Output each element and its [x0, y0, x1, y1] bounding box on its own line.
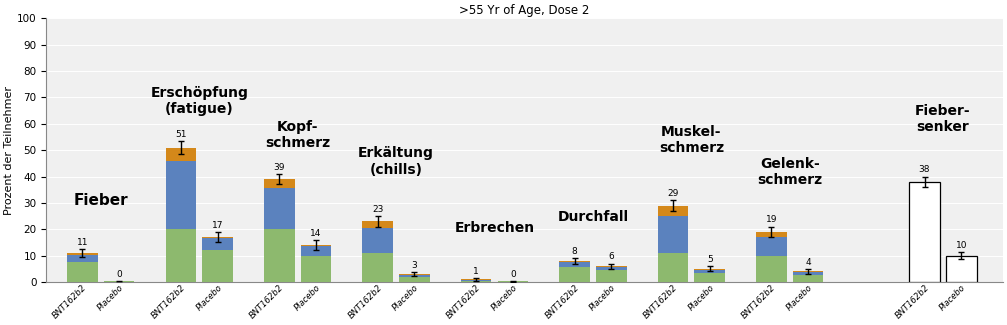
Text: Kopf-
schmerz: Kopf- schmerz	[265, 120, 330, 150]
Bar	[946, 255, 977, 282]
Bar	[756, 232, 786, 237]
Text: Gelenk-
schmerz: Gelenk- schmerz	[757, 157, 823, 187]
Text: Durchfall: Durchfall	[557, 210, 628, 224]
Bar	[793, 272, 824, 275]
Bar	[363, 253, 393, 282]
Title: >55 Yr of Age, Dose 2: >55 Yr of Age, Dose 2	[459, 4, 590, 17]
Bar	[104, 281, 135, 282]
Bar	[165, 161, 196, 229]
Text: 17: 17	[211, 221, 224, 230]
Bar	[559, 262, 590, 267]
Bar	[658, 205, 689, 216]
Bar	[596, 270, 626, 282]
Bar	[67, 253, 98, 255]
Bar	[695, 269, 725, 273]
Bar	[301, 246, 331, 255]
Text: 5: 5	[707, 255, 713, 264]
Bar	[399, 274, 430, 275]
Bar	[165, 148, 196, 161]
Bar	[756, 237, 786, 255]
Bar	[301, 245, 331, 246]
Bar	[793, 271, 824, 272]
Bar	[793, 275, 824, 282]
Text: 39: 39	[274, 163, 285, 172]
Bar	[363, 221, 393, 228]
Bar	[264, 188, 295, 229]
Bar	[264, 179, 295, 188]
Bar	[559, 267, 590, 282]
Bar	[67, 262, 98, 282]
Bar	[658, 216, 689, 253]
Text: 0: 0	[116, 270, 122, 279]
Bar	[756, 255, 786, 282]
Text: Erschöpfung
(fatigue): Erschöpfung (fatigue)	[150, 86, 248, 116]
Text: 38: 38	[918, 165, 930, 175]
Bar	[202, 250, 233, 282]
Bar	[695, 273, 725, 282]
Bar	[909, 182, 940, 282]
Bar	[202, 237, 233, 239]
Text: 6: 6	[608, 253, 614, 261]
Text: Erbrechen: Erbrechen	[454, 221, 535, 235]
Bar	[399, 275, 430, 277]
Text: 1: 1	[473, 267, 479, 276]
Bar	[461, 280, 491, 282]
Bar	[658, 253, 689, 282]
Text: 14: 14	[310, 229, 321, 238]
Bar	[363, 228, 393, 253]
Bar	[67, 255, 98, 262]
Text: 0: 0	[510, 270, 516, 279]
Bar	[461, 279, 491, 280]
Bar	[202, 239, 233, 250]
Y-axis label: Prozent der Teilnehmer: Prozent der Teilnehmer	[4, 86, 14, 214]
Text: 8: 8	[572, 247, 577, 255]
Text: 10: 10	[956, 241, 967, 250]
Text: 51: 51	[175, 130, 186, 139]
Bar	[399, 277, 430, 282]
Text: Fieber-
senker: Fieber- senker	[915, 104, 971, 134]
Bar	[301, 255, 331, 282]
Text: Muskel-
schmerz: Muskel- schmerz	[659, 125, 724, 155]
Text: Erkältung
(chills): Erkältung (chills)	[358, 146, 434, 176]
Text: 3: 3	[412, 261, 417, 270]
Bar	[497, 281, 529, 282]
Text: 11: 11	[77, 238, 89, 247]
Bar	[165, 229, 196, 282]
Bar	[264, 229, 295, 282]
Text: 4: 4	[806, 258, 811, 267]
Text: 29: 29	[668, 189, 679, 198]
Bar	[596, 267, 626, 270]
Bar	[559, 261, 590, 262]
Text: Fieber: Fieber	[74, 193, 128, 208]
Bar	[596, 266, 626, 267]
Text: 23: 23	[372, 205, 384, 214]
Text: 19: 19	[765, 215, 777, 225]
